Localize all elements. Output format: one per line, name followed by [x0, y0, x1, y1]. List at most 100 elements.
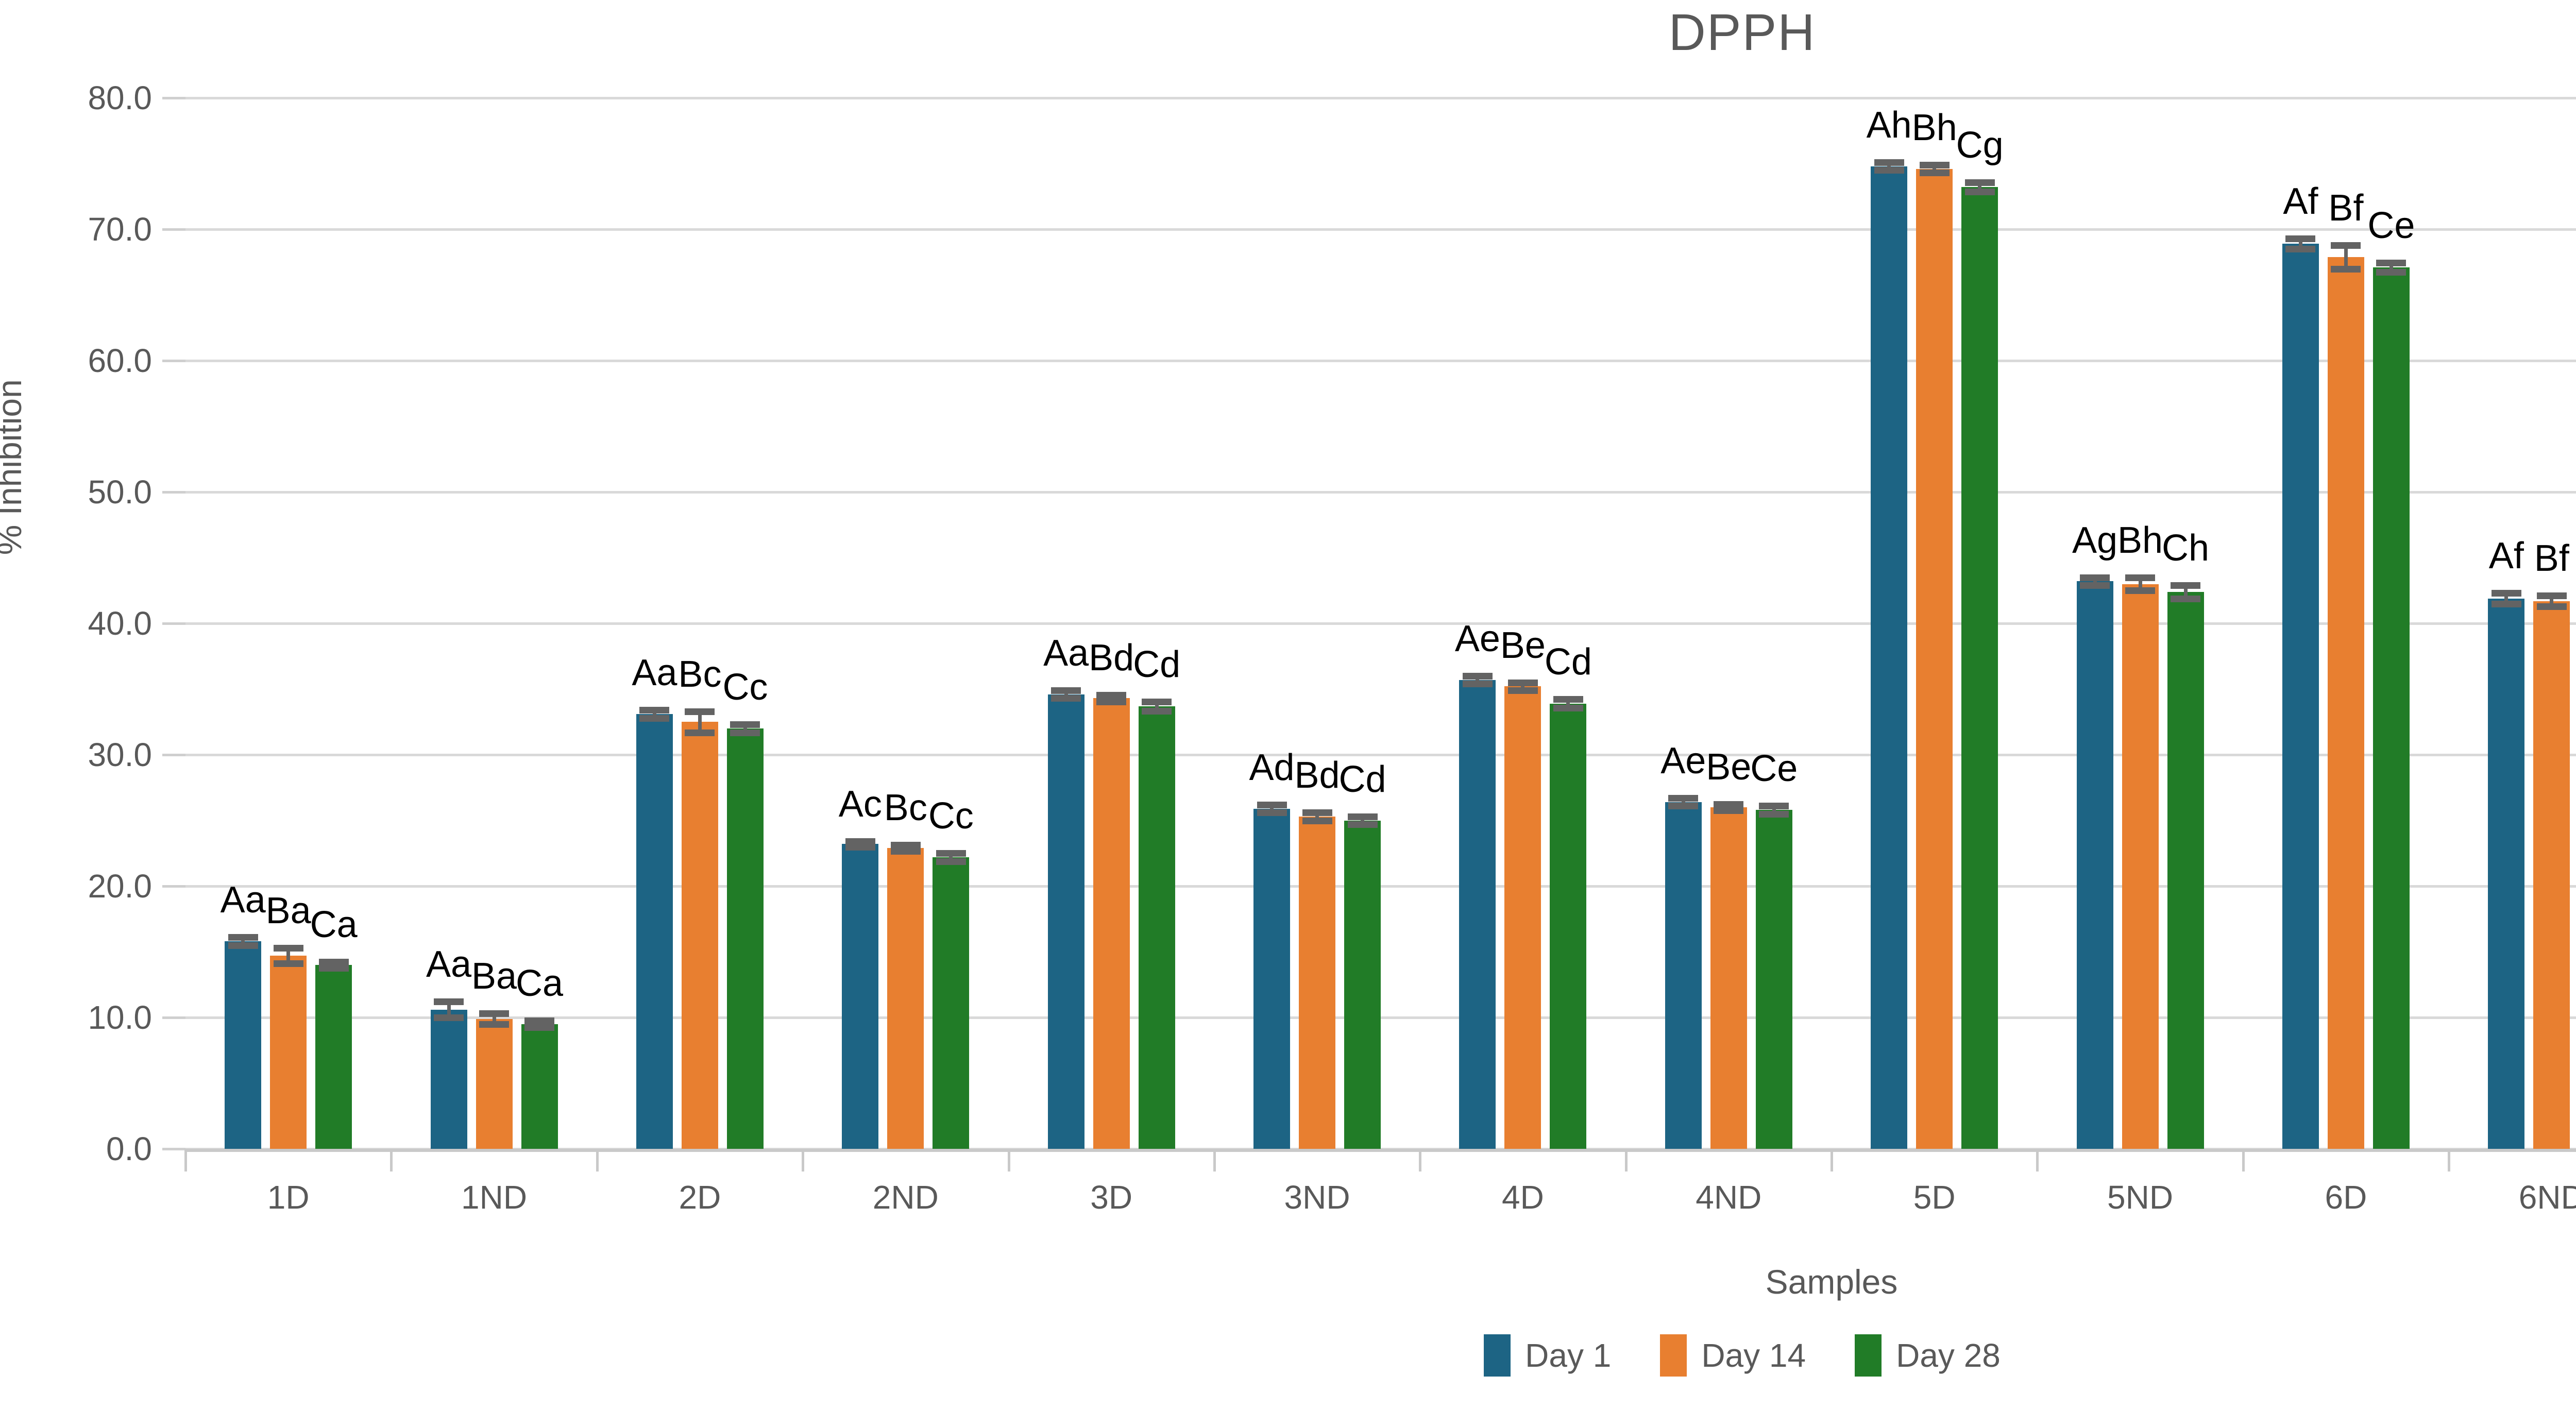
error-bar-cap-bottom [2376, 268, 2406, 276]
gridline-80.0 [185, 97, 2576, 99]
x-category-label-2ND: 2ND [872, 1179, 939, 1216]
error-bar-cap-bottom [936, 858, 966, 865]
bar-5D-day1 [1871, 166, 1908, 1149]
error-bar-cap-top [2285, 235, 2316, 242]
error-bar-cap-top [1714, 801, 1744, 808]
bar-annotation-Aa: Aa [1043, 633, 1089, 674]
error-bar-line [286, 947, 291, 964]
bar-annotation-Cc: Cc [722, 667, 768, 708]
legend-swatch-icon [1660, 1334, 1687, 1377]
error-bar-line [241, 937, 245, 945]
error-bar-cap-top [434, 998, 464, 1006]
x-axis-tick [1213, 1149, 1216, 1172]
error-bar-cap-bottom [1714, 807, 1744, 814]
error-bar-cap-bottom [273, 960, 303, 967]
bar-annotation-Aa: Aa [220, 879, 266, 921]
bar-5ND-day28 [2167, 591, 2204, 1149]
error-bar-cap-bottom [1347, 821, 1378, 828]
bar-3D-day1 [1047, 694, 1084, 1149]
x-category-label-3ND: 3ND [1284, 1179, 1350, 1216]
error-bar-cap-top [1919, 162, 1950, 169]
bar-annotation-Ca: Ca [516, 963, 564, 1005]
x-axis-line [185, 1149, 2576, 1152]
y-axis-tick [162, 97, 185, 99]
y-tick-label: 40.0 [88, 605, 152, 642]
gridline-60.0 [185, 360, 2576, 362]
x-category-label-4ND: 4ND [1696, 1179, 1762, 1216]
bar-annotation-Ag: Ag [2072, 519, 2118, 561]
bar-annotation-Aa: Aa [632, 652, 677, 694]
bar-annotation-Ca: Ca [310, 904, 358, 945]
error-bar-cap-bottom [1302, 817, 1332, 824]
bar-annotation-Ah: Ah [1866, 104, 1912, 146]
error-bar-line [698, 711, 702, 733]
x-axis-tick [2242, 1149, 2245, 1172]
y-tick-label: 0.0 [106, 1130, 152, 1167]
bar-3ND-day14 [1299, 816, 1336, 1149]
error-bar-cap-bottom [1668, 803, 1699, 810]
x-category-label-5ND: 5ND [2107, 1179, 2174, 1216]
bar-3D-day28 [1138, 706, 1175, 1149]
bar-annotation-Ba: Ba [471, 956, 517, 997]
error-bar-cap-top [1507, 679, 1538, 686]
error-bar-line [1476, 676, 1480, 684]
error-bar-cap-top [685, 708, 715, 715]
x-axis-tick [802, 1149, 805, 1172]
bar-5ND-day14 [2122, 584, 2159, 1149]
error-bar-cap-bottom [2536, 603, 2567, 610]
bar-5D-day28 [1961, 187, 1998, 1149]
legend-label: Day 14 [1701, 1337, 1806, 1374]
error-bar-line [1566, 699, 1570, 708]
error-bar-cap-bottom [685, 729, 715, 736]
bar-annotation-Af: Af [2283, 180, 2318, 222]
error-bar-cap-top [1096, 691, 1127, 699]
error-bar-line [1521, 682, 1525, 691]
bar-annotation-Ba: Ba [265, 890, 311, 931]
error-bar-line [2550, 596, 2554, 606]
error-bar-line [1887, 162, 1891, 171]
gridline-70.0 [185, 228, 2576, 231]
bar-1D-day28 [315, 965, 352, 1149]
y-axis-title: % Inhibition [0, 379, 28, 555]
error-bar-cap-bottom [1507, 687, 1538, 694]
bar-2D-day28 [726, 728, 764, 1149]
bar-annotation-Bf: Bf [2534, 538, 2569, 580]
error-bar-line [2093, 577, 2097, 586]
error-bar-cap-top [318, 958, 349, 965]
bar-3ND-day28 [1344, 820, 1381, 1149]
bar-3D-day14 [1093, 698, 1130, 1149]
error-bar-cap-bottom [639, 715, 670, 722]
bar-4ND-day1 [1665, 802, 1702, 1149]
error-bar-cap-top [228, 934, 258, 941]
x-axis-tick [1419, 1149, 1422, 1172]
legend-swatch-icon [1484, 1334, 1511, 1377]
error-bar-cap-top [2171, 582, 2201, 589]
bar-2D-day14 [681, 722, 718, 1149]
error-bar-cap-bottom [479, 1021, 510, 1028]
error-bar-cap-top [1964, 179, 1995, 186]
x-category-label-2D: 2D [679, 1179, 721, 1216]
bar-annotation-Cc: Cc [928, 795, 974, 837]
error-bar-cap-bottom [2285, 246, 2316, 253]
legend-item-day-28: Day 28 [1855, 1334, 2001, 1377]
x-axis-tick [1831, 1149, 1833, 1172]
error-bar-cap-top [2536, 592, 2567, 600]
error-bar-cap-top [1142, 698, 1172, 705]
x-category-label-1D: 1D [267, 1179, 310, 1216]
bar-6D-day1 [2282, 244, 2319, 1149]
bar-annotation-Ae: Ae [1660, 740, 1706, 782]
gridline-50.0 [185, 491, 2576, 494]
y-axis-tick [162, 491, 185, 494]
bar-3ND-day1 [1253, 808, 1291, 1149]
bar-6ND-day1 [2488, 598, 2525, 1149]
error-bar-cap-bottom [1553, 705, 1583, 712]
error-bar-line [1270, 804, 1274, 813]
y-axis-tick [162, 622, 185, 625]
x-axis-tick [184, 1149, 187, 1172]
bar-annotation-Bh: Bh [1911, 107, 1957, 149]
error-bar-cap-bottom [524, 1024, 555, 1031]
gridline-30.0 [185, 754, 2576, 756]
legend-label: Day 1 [1525, 1337, 1612, 1374]
error-bar-line [949, 853, 953, 861]
